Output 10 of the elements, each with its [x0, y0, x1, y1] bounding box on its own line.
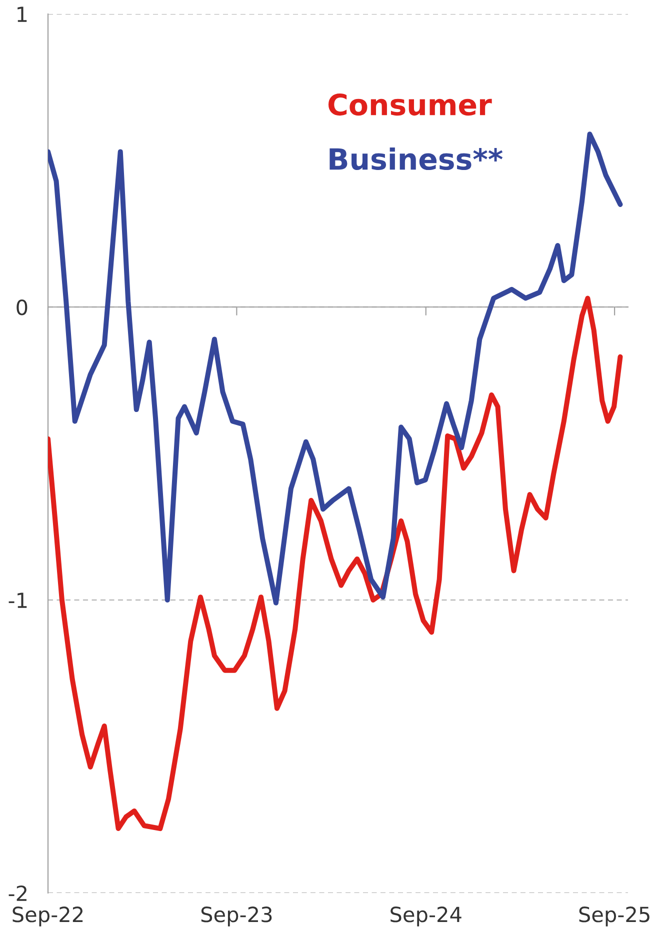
text: Business**	[330, 147, 503, 170]
x-tick-label: Sep-23	[201, 906, 272, 926]
y-tick-label: -2	[8, 885, 26, 901]
text: Consumer	[328, 94, 492, 116]
y-tick-label: 0	[16, 299, 28, 316]
y-tick-label: -1	[8, 592, 27, 608]
x-tick-label: Sep-24	[390, 906, 462, 926]
x-tick-label: Sep-22	[12, 906, 83, 926]
y-tick-label: 1	[18, 6, 27, 22]
x-tick-label: Sep-25	[579, 906, 650, 926]
